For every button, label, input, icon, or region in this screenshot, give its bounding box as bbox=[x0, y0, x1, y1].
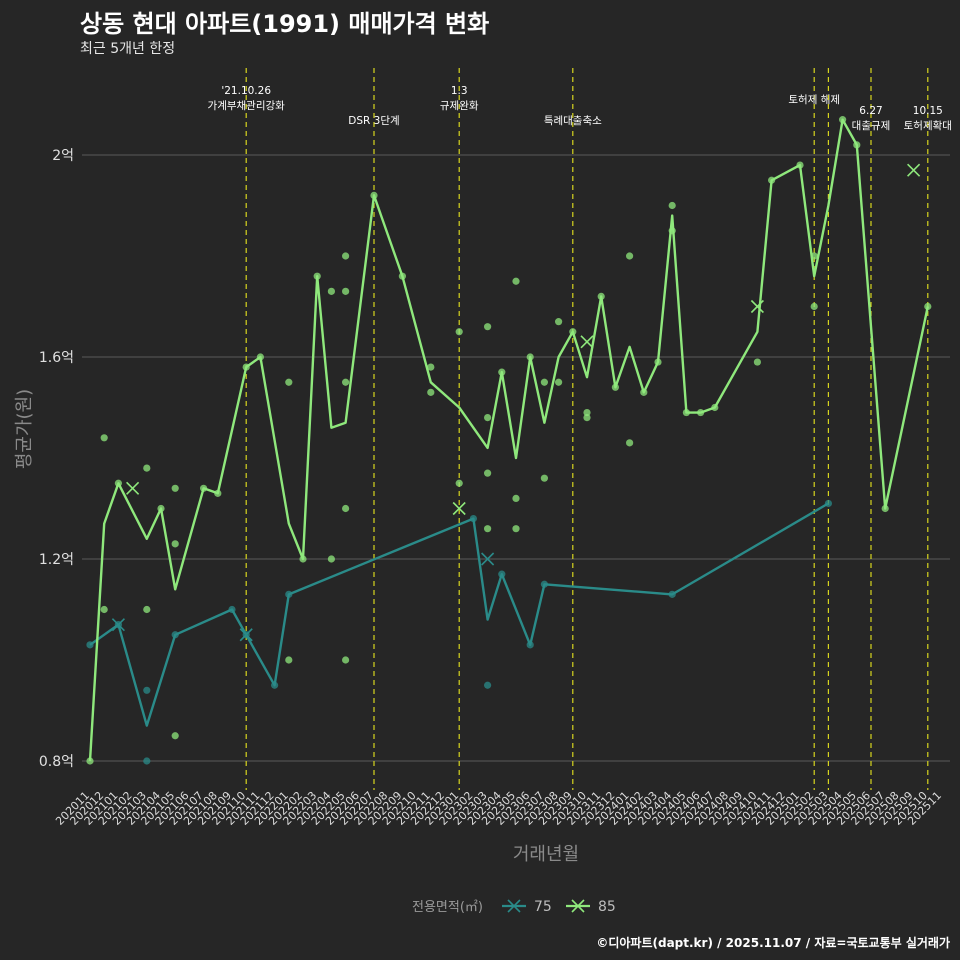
chart-subtitle: 최근 5개년 한정 bbox=[80, 41, 176, 57]
chart-title: 상동 현대 아파트(1991) 매매가격 변화 bbox=[80, 10, 490, 38]
y-axis-title: 평균가(원) bbox=[14, 389, 35, 469]
legend-label-85: 85 bbox=[598, 899, 616, 915]
data-point-85 bbox=[143, 605, 151, 614]
data-point-85 bbox=[512, 277, 520, 285]
legend-label-75: 75 bbox=[534, 899, 552, 915]
data-point-85 bbox=[540, 378, 549, 386]
cross-marker-75 bbox=[239, 628, 253, 642]
legend-swatch-cross bbox=[571, 899, 585, 913]
legend-title: 전용면적(㎡) bbox=[412, 900, 483, 915]
data-point-75 bbox=[143, 686, 151, 694]
data-point-85 bbox=[327, 555, 335, 563]
data-point-85 bbox=[484, 323, 492, 331]
series-line-75 bbox=[89, 502, 830, 727]
data-point-85 bbox=[342, 656, 350, 664]
cross-marker-85 bbox=[580, 335, 594, 349]
cross-marker-stroke bbox=[239, 628, 253, 642]
cross-marker-85 bbox=[907, 163, 921, 177]
data-point-85 bbox=[668, 201, 676, 210]
cross-marker-85 bbox=[750, 299, 764, 314]
data-point-85 bbox=[555, 318, 563, 326]
data-point-85 bbox=[100, 605, 108, 614]
cross-marker-75 bbox=[481, 552, 495, 566]
cross-marker-75 bbox=[111, 618, 125, 632]
cross-marker-stroke bbox=[580, 335, 594, 349]
y-tick-label: 1.6억 bbox=[39, 350, 74, 366]
cross-marker-stroke bbox=[907, 163, 921, 177]
cross-marker-stroke bbox=[750, 299, 764, 314]
data-point-85 bbox=[512, 525, 520, 533]
event-annotation: 대출규제 bbox=[852, 120, 891, 132]
cross-marker-stroke bbox=[111, 618, 125, 632]
event-annotation: 6.27 bbox=[859, 105, 882, 117]
data-point-85 bbox=[100, 434, 108, 442]
event-annotation: 가계부채관리강화 bbox=[208, 100, 286, 112]
event-annotation: DSR 3단계 bbox=[348, 115, 399, 127]
data-point-85 bbox=[455, 479, 463, 487]
event-annotation: 규제완화 bbox=[440, 99, 479, 112]
data-point-85 bbox=[484, 414, 492, 422]
event-annotation: 토허제 해제 bbox=[788, 93, 840, 106]
data-point-85 bbox=[171, 540, 179, 548]
legend-swatch-cross bbox=[507, 899, 521, 913]
cross-marker-85 bbox=[452, 501, 466, 516]
data-point-85 bbox=[753, 358, 762, 366]
data-point-85 bbox=[512, 494, 520, 502]
data-point-85 bbox=[342, 504, 350, 513]
data-point-85 bbox=[540, 474, 549, 482]
data-point-85 bbox=[427, 388, 435, 396]
x-axis-title: 거래년월 bbox=[513, 844, 579, 865]
data-point-85 bbox=[924, 302, 932, 311]
data-point-85 bbox=[484, 469, 492, 477]
data-point-85 bbox=[143, 464, 151, 472]
data-point-85 bbox=[810, 302, 818, 311]
data-point-85 bbox=[171, 484, 179, 492]
data-point-85 bbox=[327, 287, 335, 295]
source-caption: ©디아파트(dapt.kr) / 2025.11.07 / 자료=국토교통부 실… bbox=[596, 936, 950, 950]
data-point-85 bbox=[583, 414, 591, 422]
data-point-85 bbox=[626, 439, 634, 447]
data-point-85 bbox=[285, 656, 293, 664]
cross-marker-stroke bbox=[481, 552, 495, 566]
y-tick-label: 0.8억 bbox=[39, 754, 74, 770]
data-point-75 bbox=[484, 681, 492, 689]
event-annotation: 특례대출축소 bbox=[544, 115, 602, 127]
data-point-85 bbox=[484, 525, 492, 533]
data-point-85 bbox=[171, 732, 179, 740]
data-point-85 bbox=[342, 378, 350, 386]
data-point-75 bbox=[143, 757, 151, 765]
data-point-85 bbox=[427, 363, 435, 371]
y-tick-label: 2억 bbox=[52, 148, 74, 164]
data-point-85 bbox=[342, 287, 350, 295]
data-point-85 bbox=[285, 378, 293, 386]
data-point-85 bbox=[455, 328, 463, 336]
data-point-85 bbox=[555, 378, 563, 386]
cross-marker-stroke bbox=[452, 501, 466, 516]
event-annotation: 1.3 bbox=[451, 85, 468, 97]
cross-marker-stroke bbox=[126, 481, 140, 495]
series-line-85 bbox=[88, 118, 929, 762]
data-point-85 bbox=[626, 252, 634, 260]
event-annotation: 10.15 bbox=[913, 105, 943, 117]
cross-marker-85 bbox=[126, 481, 140, 495]
data-point-85 bbox=[342, 252, 350, 260]
event-annotation: '21.10.26 bbox=[221, 85, 271, 97]
data-point-85 bbox=[583, 408, 591, 417]
y-tick-label: 1.2억 bbox=[39, 552, 74, 568]
event-annotation: 토허제확대 bbox=[904, 119, 952, 132]
